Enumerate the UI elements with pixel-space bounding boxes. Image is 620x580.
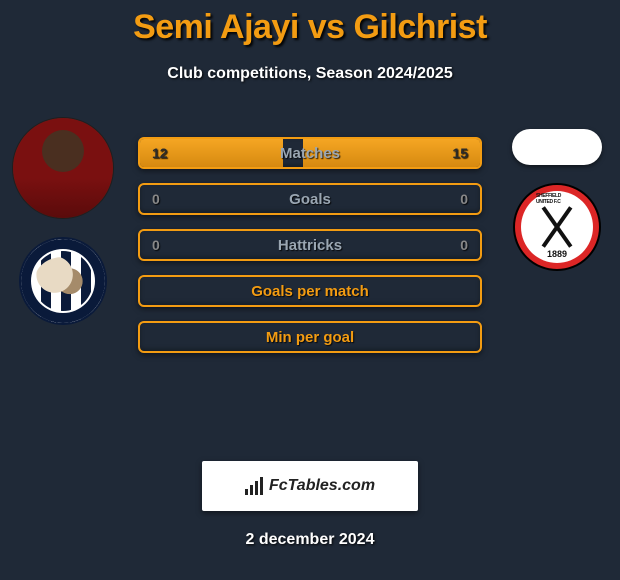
bars-icon: [245, 477, 263, 495]
stat-value-right: 15: [452, 145, 468, 161]
comparison-date: 2 december 2024: [0, 531, 620, 549]
comparison-subtitle: Club competitions, Season 2024/2025: [0, 65, 620, 83]
player-photo-left: [12, 117, 114, 219]
comparison-title: Semi Ajayi vs Gilchrist: [0, 0, 620, 47]
stat-label: Hattricks: [278, 237, 342, 254]
stat-bars: 12 15 Matches 0 0 Goals 0 0 Hattricks Goals per m…: [138, 137, 482, 353]
stat-value-left: 0: [152, 237, 160, 253]
club-badge-left: [19, 237, 107, 325]
stat-value-left: 12: [152, 145, 168, 161]
stat-label: Goals: [289, 191, 331, 208]
stat-value-right: 0: [460, 191, 468, 207]
stat-label: Min per goal: [266, 329, 354, 346]
comparison-content: SHEFFIELD UNITED F.C 1889 12 15 Matches 0 0 G…: [0, 113, 620, 433]
club-badge-right: SHEFFIELD UNITED F.C 1889: [513, 183, 601, 271]
stat-bar: Goals per match: [138, 275, 482, 307]
stat-value-left: 0: [152, 191, 160, 207]
stat-bar: 0 0 Goals: [138, 183, 482, 215]
stat-value-right: 0: [460, 237, 468, 253]
stat-bar: Min per goal: [138, 321, 482, 353]
watermark-text: FcTables.com: [269, 477, 375, 495]
stat-label: Matches: [280, 145, 340, 162]
right-player-column: SHEFFIELD UNITED F.C 1889: [502, 113, 612, 271]
stat-label: Goals per match: [251, 283, 369, 300]
stat-bar: 0 0 Hattricks: [138, 229, 482, 261]
player-photo-right: [512, 129, 602, 165]
left-player-column: [8, 113, 118, 325]
stat-bar: 12 15 Matches: [138, 137, 482, 169]
watermark: FcTables.com: [202, 461, 418, 511]
